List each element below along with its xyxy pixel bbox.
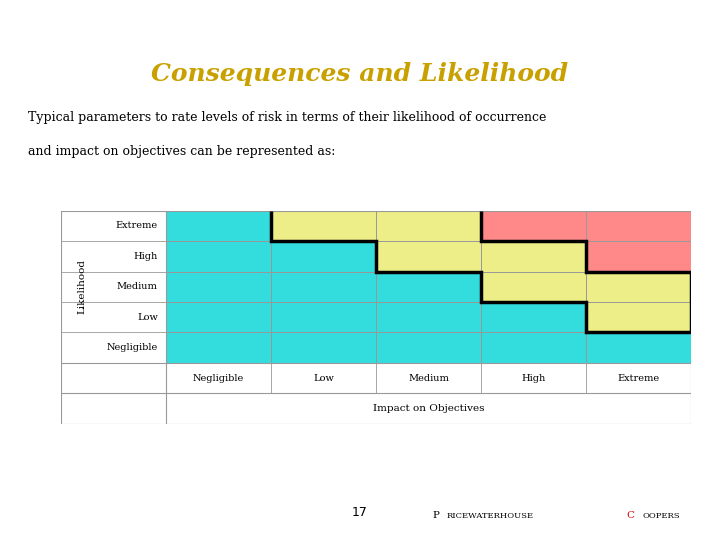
Bar xyxy=(271,211,376,241)
Bar xyxy=(166,272,271,302)
Text: C: C xyxy=(626,511,634,520)
Text: Consequences and Likelihood: Consequences and Likelihood xyxy=(151,62,569,86)
Text: Low: Low xyxy=(313,374,334,383)
Text: 17: 17 xyxy=(352,507,368,519)
Bar xyxy=(271,241,376,272)
Bar xyxy=(376,272,481,302)
Text: Typical parameters to rate levels of risk in terms of their likelihood of occurr: Typical parameters to rate levels of ris… xyxy=(28,111,546,124)
Text: Medium: Medium xyxy=(408,374,449,383)
Bar xyxy=(481,333,586,363)
Bar xyxy=(166,241,271,272)
Text: Extreme: Extreme xyxy=(618,374,660,383)
Bar xyxy=(586,302,691,333)
Bar xyxy=(166,302,271,333)
Bar xyxy=(481,302,586,333)
Text: Medium: Medium xyxy=(117,282,158,291)
Text: P: P xyxy=(432,511,439,520)
Bar xyxy=(586,333,691,363)
Bar xyxy=(376,333,481,363)
Bar xyxy=(481,272,586,302)
Text: Negligible: Negligible xyxy=(107,343,158,352)
Bar xyxy=(271,302,376,333)
Bar xyxy=(376,302,481,333)
Text: High: High xyxy=(133,252,158,261)
Text: and impact on objectives can be represented as:: and impact on objectives can be represen… xyxy=(28,145,336,158)
Text: High: High xyxy=(521,374,546,383)
Bar xyxy=(481,241,586,272)
Bar xyxy=(166,333,271,363)
Text: Extreme: Extreme xyxy=(116,221,158,231)
Bar xyxy=(481,211,586,241)
Text: Impact on Objectives: Impact on Objectives xyxy=(373,404,485,413)
Bar xyxy=(376,241,481,272)
Bar xyxy=(376,211,481,241)
Bar xyxy=(271,333,376,363)
Text: OOPERS: OOPERS xyxy=(642,512,680,519)
Text: Negligible: Negligible xyxy=(193,374,244,383)
Bar xyxy=(271,272,376,302)
Bar xyxy=(586,241,691,272)
Text: Low: Low xyxy=(137,313,158,322)
Text: RICEWATERHOUSE: RICEWATERHOUSE xyxy=(446,512,534,519)
Bar xyxy=(586,272,691,302)
Text: Likelihood: Likelihood xyxy=(78,259,86,314)
Bar xyxy=(586,211,691,241)
Bar xyxy=(166,211,271,241)
